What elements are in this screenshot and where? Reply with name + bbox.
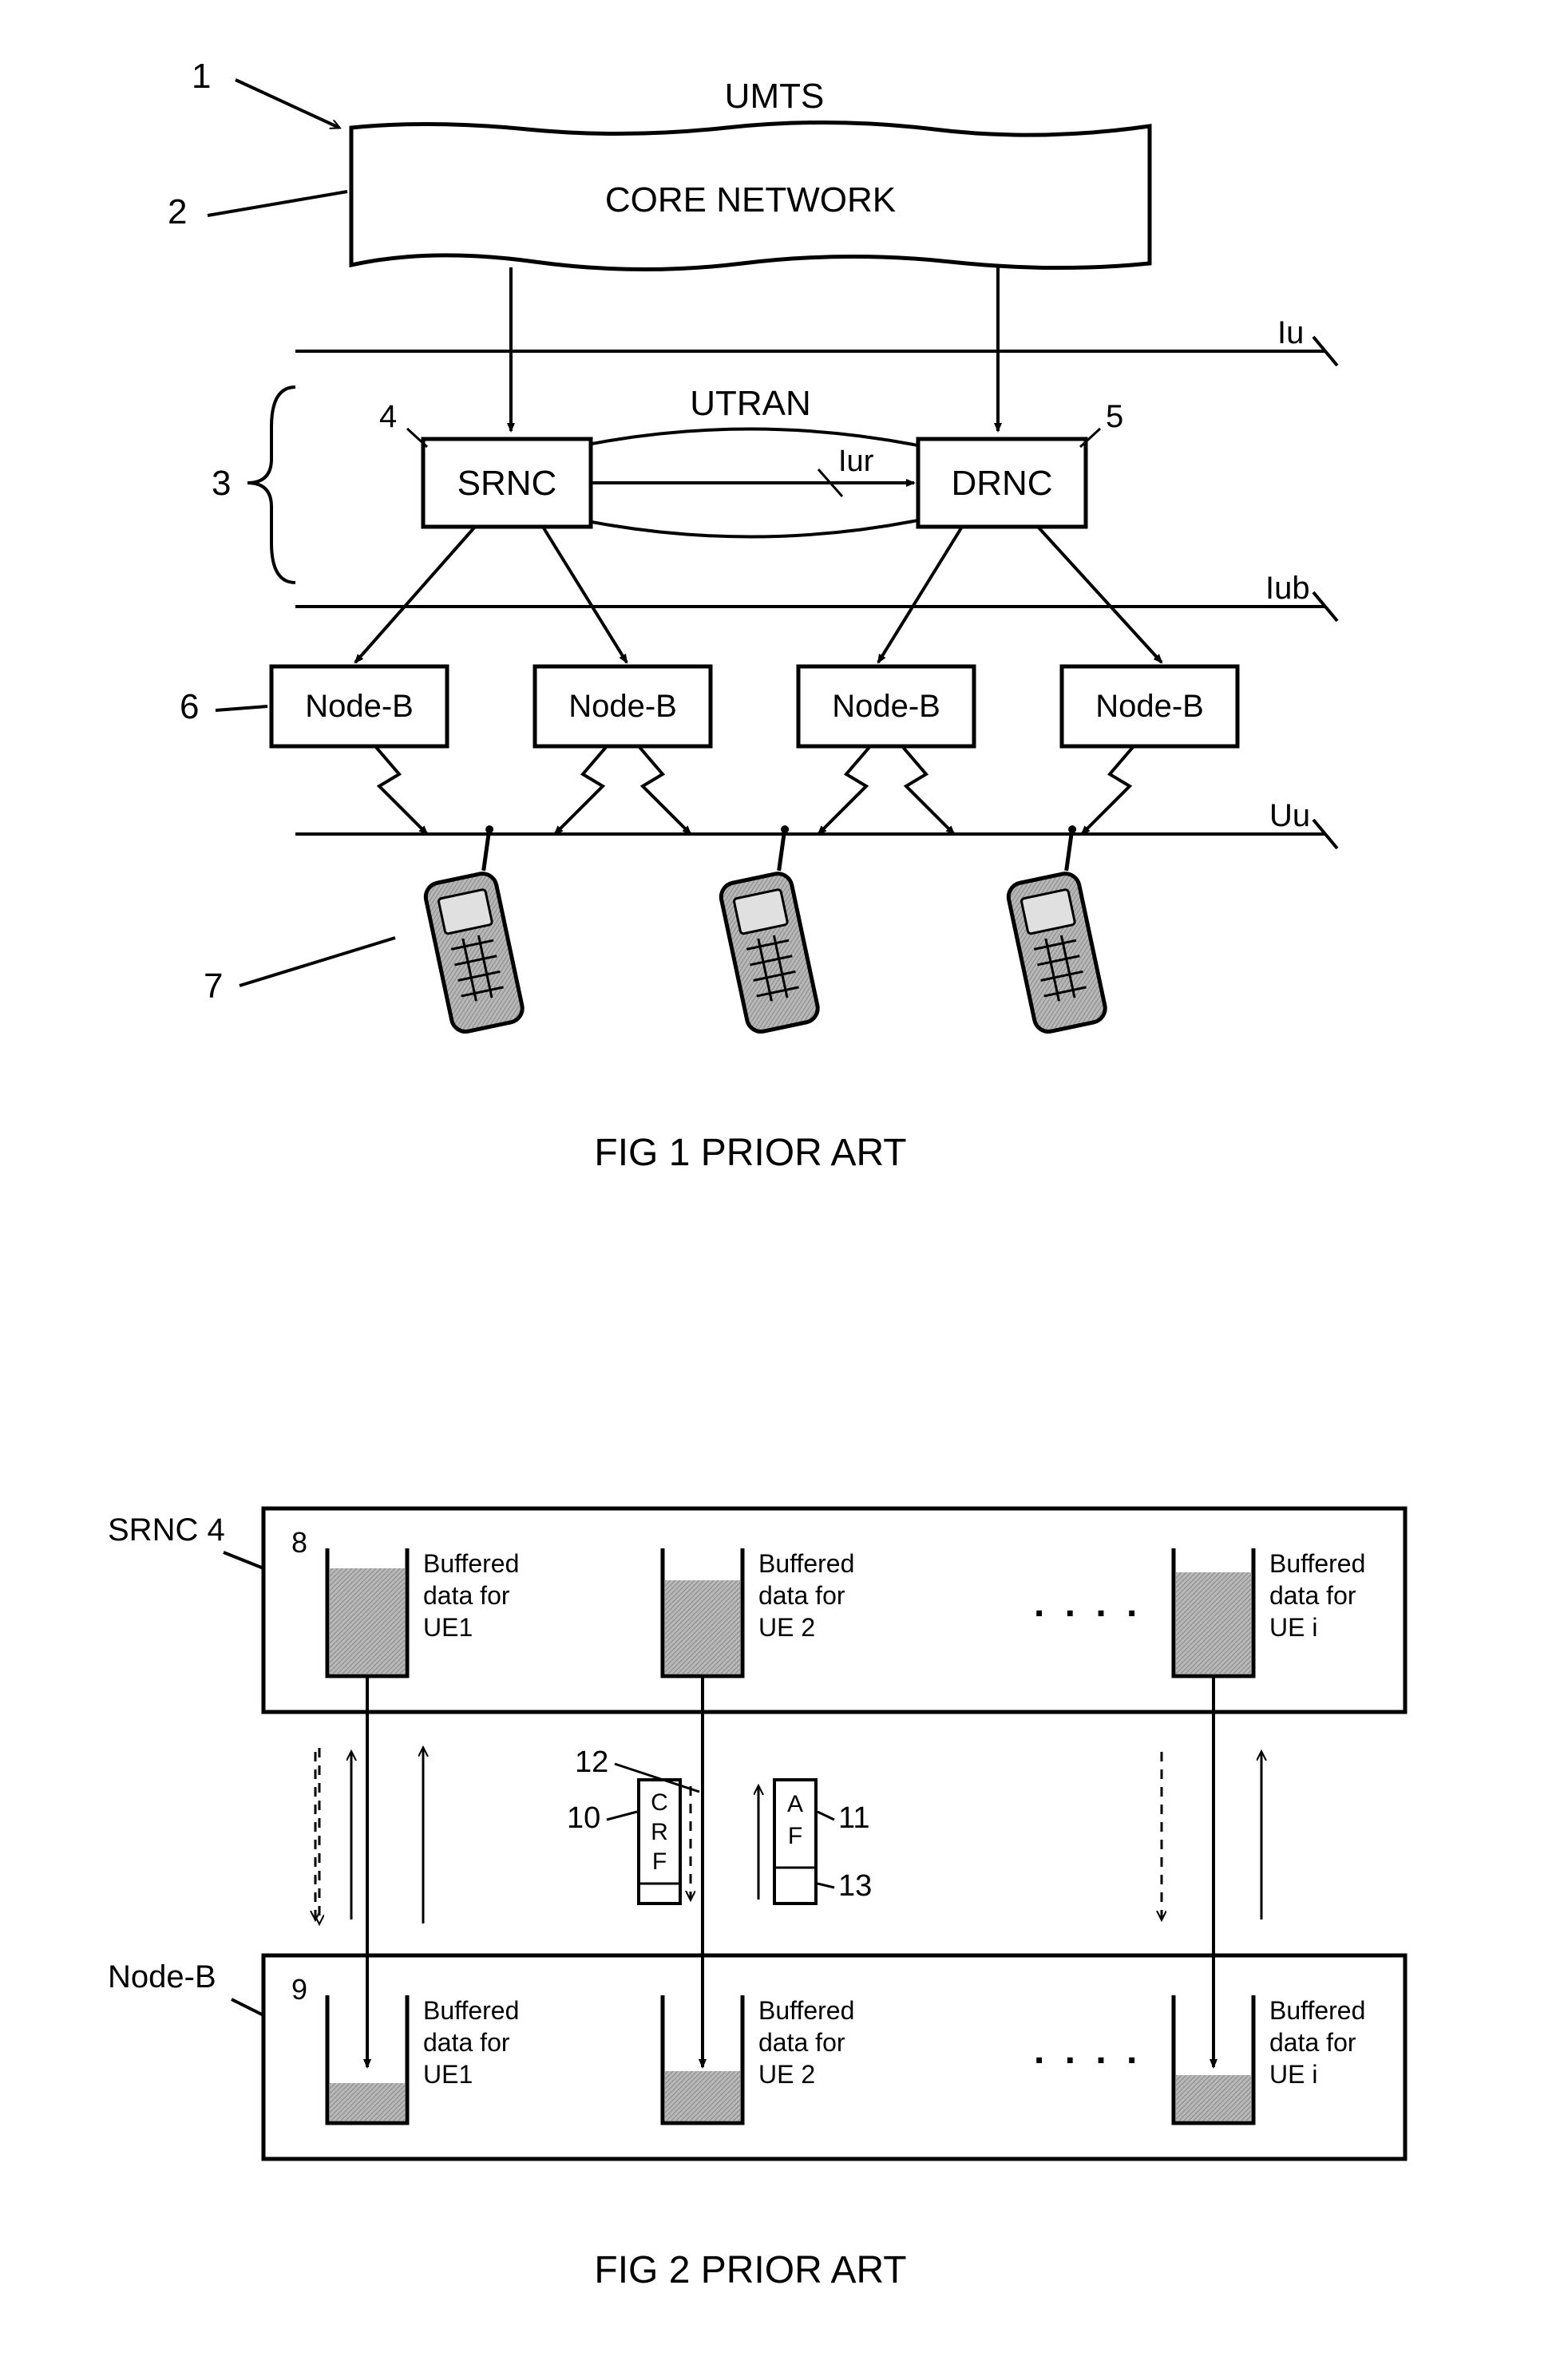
svg-text:Node-B: Node-B [305,689,414,724]
phone-1 [414,824,533,1034]
label-5: 5 [1106,399,1123,434]
svg-text:data for: data for [1269,2028,1356,2057]
uu-label: Uu [1269,798,1310,833]
svg-text:UE1: UE1 [423,1613,473,1642]
phone-3 [996,824,1116,1034]
svg-text:Buffered: Buffered [423,1549,519,1578]
label-12: 12 [575,1745,608,1779]
svg-text:Node-B: Node-B [568,689,677,724]
crf-frame: C R F [639,1780,680,1904]
dots-top: . . . . [1034,1583,1142,1625]
node-b-1: Node-B [271,666,447,746]
label-6: 6 [180,687,199,726]
svg-text:data for: data for [423,2028,510,2057]
fig2-caption: FIG 2 PRIOR ART [594,2249,906,2291]
fig1-caption: FIG 1 PRIOR ART [594,1132,906,1174]
label-7: 7 [204,967,223,1006]
label-3-brace [247,387,295,583]
core-network-box: CORE NETWORK [351,122,1150,269]
svg-text:UE 2: UE 2 [758,2060,815,2089]
svg-text:Buffered: Buffered [1269,1996,1365,2025]
svg-text:F: F [652,1848,667,1875]
label-4: 4 [379,399,397,434]
label-10: 10 [567,1801,600,1835]
dots-bot: . . . . [1034,2030,1142,2072]
svg-text:A: A [787,1791,803,1817]
label-1: 1 [192,57,211,96]
svg-text:UE1: UE1 [423,2060,473,2089]
figure-2: SRNC 4 Node-B 8 Buffered data for UE1 Bu… [108,1508,1405,2291]
label-3: 3 [212,464,231,503]
phone-2 [709,824,829,1034]
iub-label: Iub [1265,571,1310,606]
svg-text:data for: data for [758,2028,845,2057]
svg-text:data for: data for [758,1581,845,1610]
label-13: 13 [838,1869,872,1903]
label-9: 9 [291,1973,307,2006]
svg-text:data for: data for [423,1581,510,1610]
label-11: 11 [838,1801,869,1835]
core-network-text: CORE NETWORK [605,180,896,219]
af-frame: A F [774,1780,816,1904]
srnc4-label: SRNC 4 [108,1512,225,1548]
nodeb-label: Node-B [108,1959,216,1995]
figure-1: UMTS CORE NETWORK 1 2 Iu UTRAN SRNC DRNC… [168,57,1337,1174]
node-b-3: Node-B [798,666,974,746]
label-8: 8 [291,1526,307,1559]
svg-text:R: R [651,1819,668,1845]
svg-text:data for: data for [1269,1581,1356,1610]
srnc-text: SRNC [457,464,557,503]
page: UMTS CORE NETWORK 1 2 Iu UTRAN SRNC DRNC… [32,32,1524,2348]
radio-links [375,746,1134,834]
node-b-2: Node-B [535,666,711,746]
svg-text:Node-B: Node-B [832,689,940,724]
svg-text:Buffered: Buffered [758,1549,854,1578]
label-1-arrow [236,80,339,128]
label-2: 2 [168,192,187,231]
svg-text:Buffered: Buffered [423,1996,519,2025]
iur-label: Iur [838,445,874,478]
svg-text:UE i: UE i [1269,2060,1317,2089]
arrow-pair-3 [1162,1752,1261,1919]
node-b-4: Node-B [1062,666,1237,746]
nodeb-box [263,1955,1405,2159]
arrow-pair-1 [315,1752,351,1919]
iu-label: Iu [1277,315,1304,350]
label-2-line [208,192,347,215]
svg-text:F: F [788,1823,802,1849]
utran-label: UTRAN [690,384,811,423]
svg-text:C: C [651,1789,668,1816]
umts-label: UMTS [725,77,825,116]
drnc-text: DRNC [951,464,1052,503]
svg-text:Node-B: Node-B [1095,689,1204,724]
svg-text:Buffered: Buffered [1269,1549,1365,1578]
svg-text:UE i: UE i [1269,1613,1317,1642]
svg-text:Buffered: Buffered [758,1996,854,2025]
svg-text:UE 2: UE 2 [758,1613,815,1642]
